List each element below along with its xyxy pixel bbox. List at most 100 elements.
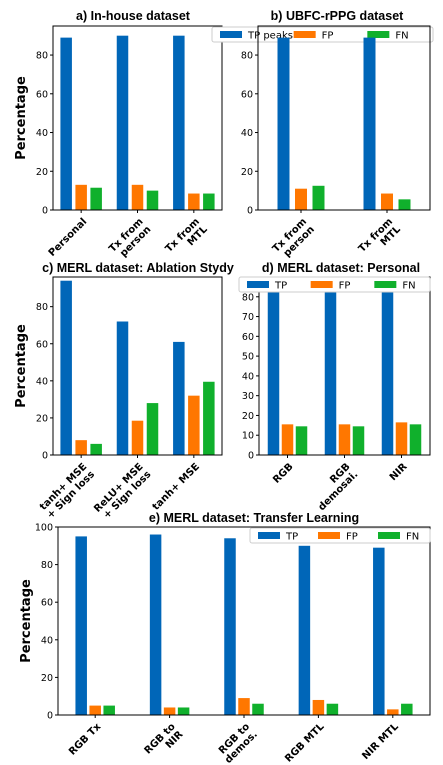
bar-fn xyxy=(401,703,413,715)
bar-fp xyxy=(387,709,399,715)
y-axis-label: Percentage xyxy=(14,324,29,408)
x-tick-label: ReLU+ MSE+ Sign loss xyxy=(92,461,153,522)
bar-fp xyxy=(75,440,87,455)
y-tick-label: 0 xyxy=(42,451,48,462)
bar-tp xyxy=(363,37,376,210)
bars xyxy=(60,280,215,455)
y-tick-label: 60 xyxy=(36,89,48,100)
legend-label-fn: FN xyxy=(402,281,415,292)
legend-swatch-tp xyxy=(247,281,269,288)
x-tick-label: Personal xyxy=(47,216,90,259)
legend-label-fp: FP xyxy=(339,281,351,292)
bar-fp xyxy=(281,424,294,455)
bars xyxy=(277,37,411,210)
bar-tp xyxy=(298,545,311,715)
chart-e: e) MERL dataset: Transfer Learning 0 20 40 6… xyxy=(19,511,431,765)
bar-fp xyxy=(131,184,144,210)
legend-swatch-fn xyxy=(367,31,390,38)
chart-title: d) MERL dataset: Personal xyxy=(262,261,420,275)
y-tick-label: 20 xyxy=(36,167,48,178)
legend-box xyxy=(238,276,431,293)
x-tick-label: Tx fromperson xyxy=(107,216,153,262)
x-tick-label: tanh+ MSE xyxy=(151,461,202,512)
y-tick-label: 60 xyxy=(41,598,53,609)
y-tick-label: 0 xyxy=(47,711,53,722)
x-tick-label: NIR xyxy=(388,461,410,483)
bar-fn xyxy=(203,193,215,210)
legend-swatch-fp xyxy=(310,281,333,288)
y-tick-label: 40 xyxy=(241,128,253,139)
plot-frame xyxy=(257,25,431,211)
y-tick-label: 0 xyxy=(247,206,253,217)
bar-tp xyxy=(116,321,129,455)
chart-d: d) MERL dataset: Personal 0 10 20 30 40 50 60 70… xyxy=(238,261,431,513)
y-tick-label: 30 xyxy=(242,391,254,402)
bar-fn xyxy=(326,703,339,715)
x-tick-label: tanh+ MSE+ Sign loss xyxy=(37,461,97,521)
bar-tp xyxy=(173,35,185,210)
bar-fp xyxy=(188,193,200,210)
y-axis-label: Percentage xyxy=(19,579,34,663)
y-tick-label: 40 xyxy=(41,635,53,646)
legend-label-tp: TP xyxy=(274,281,287,292)
bar-tp xyxy=(75,536,87,715)
legend-swatch-fn xyxy=(378,532,400,539)
bar-fp xyxy=(238,698,250,715)
bar-tp xyxy=(116,35,129,210)
legend-label-fp: FP xyxy=(346,532,358,543)
bar-tp xyxy=(277,37,290,210)
bar-tp xyxy=(267,288,280,455)
y-tick-label: 20 xyxy=(241,167,253,178)
bar-fp xyxy=(381,193,393,210)
legend-label-tp: TP xyxy=(285,532,298,543)
y-tick-label: 80 xyxy=(241,51,253,62)
bar-fn xyxy=(203,381,215,455)
x-tick-label: Tx fromMTL xyxy=(164,216,211,263)
chart-title: e) MERL dataset: Transfer Learning xyxy=(149,511,359,525)
y-tick-label: 0 xyxy=(42,206,48,217)
y-tick-label: 20 xyxy=(242,411,254,422)
bar-fp xyxy=(163,707,176,715)
bar-fp xyxy=(295,188,307,210)
bar-fn xyxy=(409,424,422,455)
bar-fn xyxy=(252,703,264,715)
x-tick-label: RGB toNIR xyxy=(143,721,186,764)
bar-fn xyxy=(352,426,365,455)
y-tick-label: 100 xyxy=(35,523,53,534)
x-tick-label: Tx fromMTL xyxy=(357,216,404,263)
y-tick-label: 80 xyxy=(36,302,48,313)
chart-title: a) In-house dataset xyxy=(76,9,191,23)
y-tick-label: 10 xyxy=(242,431,254,442)
bar-fn xyxy=(146,403,159,455)
bar-fn xyxy=(312,185,325,210)
x-tick-label: RGB todemos. xyxy=(215,721,260,765)
bar-tp xyxy=(373,547,385,715)
y-tick-label: 20 xyxy=(41,673,53,684)
bar-tp xyxy=(173,341,185,455)
legend-label-fp: FP xyxy=(322,31,334,42)
plot-frame xyxy=(52,25,223,211)
chart-title: c) MERL dataset: Ablation Stydy xyxy=(42,261,234,275)
y-tick-label: 60 xyxy=(36,339,48,350)
x-tick-label: RGB xyxy=(271,461,295,485)
bar-fn xyxy=(146,190,159,210)
bars xyxy=(267,288,422,455)
bar-fn xyxy=(295,426,308,455)
y-tick-label: 80 xyxy=(242,292,254,303)
bar-tp xyxy=(324,288,337,455)
bar-fp xyxy=(312,699,325,715)
x-tick-label: Tx fromperson xyxy=(271,216,317,262)
chart-c: c) MERL dataset: Ablation Stydy 0 20 40 60 80… xyxy=(14,261,234,522)
bar-tp xyxy=(60,280,72,455)
chart-title: b) UBFC-rPPG dataset xyxy=(271,9,404,23)
legend: TP peaks FP FN xyxy=(211,26,434,43)
legend-label-fn: FN xyxy=(406,532,419,543)
y-tick-label: 50 xyxy=(242,352,254,363)
x-tick-label: RGB MTL xyxy=(283,721,327,765)
y-tick-label: 20 xyxy=(36,413,48,424)
legend-swatch-fp xyxy=(293,31,316,38)
bar-fp xyxy=(131,420,144,455)
bar-fp xyxy=(188,395,200,455)
y-tick-label: 80 xyxy=(41,560,53,571)
legend-box xyxy=(211,26,434,43)
